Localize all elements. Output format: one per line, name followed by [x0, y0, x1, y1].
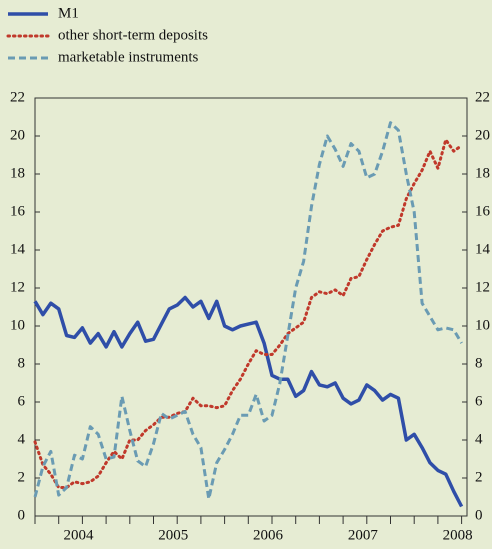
y-tick-label: 8 — [18, 355, 26, 371]
x-tick-label: 2006 — [253, 527, 284, 543]
legend-label: other short-term deposits — [58, 27, 208, 43]
plot-frame — [34, 97, 468, 517]
y-tick-label: 22 — [10, 89, 25, 105]
y2-tick-label: 2 — [475, 469, 483, 485]
y2-tick-label: 8 — [475, 355, 483, 371]
y-tick-label: 14 — [10, 241, 26, 257]
y-tick-label: 20 — [10, 127, 25, 143]
y2-tick-label: 12 — [475, 279, 490, 295]
y-tick-label: 18 — [10, 165, 25, 181]
y-tick-label: 6 — [18, 393, 26, 409]
y2-tick-label: 6 — [475, 393, 483, 409]
legend-label: marketable instruments — [58, 49, 199, 65]
series-line — [33, 295, 464, 508]
x-tick-label: 2007 — [348, 527, 379, 543]
legend-label: M1 — [58, 5, 79, 21]
y2-tick-label: 16 — [475, 203, 491, 219]
x-tick-label: 2004 — [63, 527, 94, 543]
y-tick-label: 16 — [10, 203, 26, 219]
y-tick-label: 10 — [10, 317, 25, 333]
y2-tick-label: 14 — [475, 241, 491, 257]
series-line — [33, 121, 463, 501]
y-tick-label: 12 — [10, 279, 25, 295]
x-tick-label: 2005 — [158, 527, 188, 543]
series-line — [33, 138, 464, 489]
y-tick-label: 2 — [18, 469, 26, 485]
y-tick-label: 0 — [18, 507, 26, 523]
y-tick-label: 4 — [18, 431, 26, 447]
y2-tick-label: 20 — [475, 127, 490, 143]
y2-tick-label: 22 — [475, 89, 490, 105]
y2-tick-label: 18 — [475, 165, 490, 181]
y2-tick-label: 4 — [475, 431, 483, 447]
y2-tick-label: 10 — [475, 317, 490, 333]
x-tick-label: 2008 — [443, 527, 473, 543]
y2-tick-label: 0 — [475, 507, 483, 523]
